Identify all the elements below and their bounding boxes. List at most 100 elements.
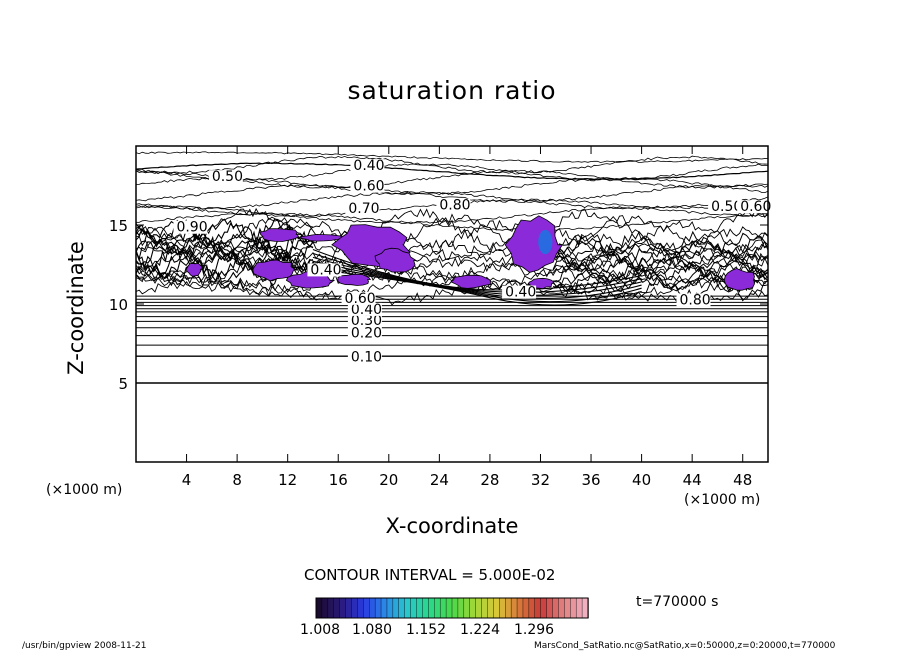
footer-left: /usr/bin/gpview 2008-11-21 <box>22 641 147 651</box>
contour-label: 0.20 <box>351 326 382 342</box>
colorbar-cell <box>315 597 323 619</box>
colorbar-cell <box>516 597 524 619</box>
colorbar-cell <box>546 597 554 619</box>
contour-label: 0.10 <box>351 349 382 365</box>
contour-interval-text: CONTOUR INTERVAL = 5.000E-02 <box>304 566 556 584</box>
supersaturated-core <box>538 229 553 255</box>
x-tick-label: 32 <box>531 471 550 489</box>
contour-label: 0.40 <box>310 262 341 278</box>
x-tick-label: 28 <box>480 471 499 489</box>
colorbar-cell <box>534 597 542 619</box>
contour-line <box>552 247 769 270</box>
contour-label-bg <box>307 263 342 277</box>
chart-title: saturation ratio <box>347 76 557 105</box>
contour-label: 0.40 <box>505 285 536 301</box>
x-tick-label: 40 <box>632 471 651 489</box>
x-tick-label: 16 <box>329 471 348 489</box>
colorbar-cell <box>575 597 583 619</box>
contour-line <box>312 268 642 306</box>
supersaturated-region <box>185 262 203 277</box>
colorbar-cell <box>439 597 447 619</box>
contour-label-bg <box>347 350 382 364</box>
x-tick-label: 48 <box>733 471 752 489</box>
colorbar-cell <box>404 597 412 619</box>
supersaturated-region <box>299 233 344 242</box>
y-tick-label: 10 <box>109 296 128 314</box>
colorbar-cell <box>422 597 430 619</box>
colorbar-cell <box>374 597 382 619</box>
colorbar-cell <box>451 597 459 619</box>
supersaturated-region <box>374 247 418 273</box>
contour-label-bg <box>350 159 385 173</box>
colorbar-cell <box>481 597 489 619</box>
supersaturated-region <box>723 268 755 291</box>
contour-line <box>135 276 769 306</box>
contour-label-bg <box>350 179 385 193</box>
colorbar-cell <box>463 597 471 619</box>
colorbar-cell <box>339 597 347 619</box>
colorbar-cell <box>445 597 453 619</box>
contour-lines <box>135 151 769 384</box>
colorbar-tick-label: 1.224 <box>460 622 501 638</box>
contour-line <box>135 239 769 278</box>
contour-labels: 0.100.200.300.400.600.400.500.600.70 0.80… <box>173 158 771 365</box>
y-axis-label: Z-coordinate <box>64 241 88 375</box>
contour-label: 0.70 <box>348 201 379 217</box>
contour-label: 0.50 <box>711 199 742 215</box>
x-tick-label: 8 <box>232 471 242 489</box>
contour-label-bg <box>347 313 382 327</box>
contour-line <box>135 212 769 231</box>
colorbar-tick-label: 1.152 <box>406 622 447 638</box>
contour-line <box>312 252 642 293</box>
x-tick-label: 44 <box>683 471 702 489</box>
colorbar-cell <box>570 597 577 619</box>
colorbar-cell <box>333 597 341 619</box>
colorbar-tick-label: 1.008 <box>300 622 341 638</box>
supersaturated-region <box>259 228 299 242</box>
x-tick-label: 36 <box>581 471 600 489</box>
colorbar-tick-label: 1.296 <box>514 622 555 638</box>
colorbar-cell <box>475 597 483 619</box>
supersaturation-regions <box>185 215 755 291</box>
colorbar-cell <box>552 597 560 619</box>
colorbar-cell <box>363 597 370 619</box>
contour-label: 0.90 <box>176 220 207 236</box>
contour-label-bg <box>436 198 471 212</box>
contour-line <box>312 256 642 296</box>
contour-line <box>135 151 769 163</box>
contour-label-bg <box>345 201 380 215</box>
colorbar-cell <box>457 597 465 619</box>
contour-label: 0.80 <box>439 198 470 214</box>
colorbar <box>315 597 589 619</box>
colorbar-cell <box>564 597 571 619</box>
colorbar-cell <box>528 597 536 619</box>
colorbar-cell <box>357 597 365 619</box>
contour-line <box>135 218 314 244</box>
contour-label-bg <box>208 170 243 184</box>
contour-label: 0.60 <box>740 199 771 215</box>
contour-label: 0.50 <box>212 169 243 185</box>
plot-frame <box>135 145 769 463</box>
contour-line <box>135 232 769 273</box>
contour-label: 0.60 <box>345 291 376 307</box>
x-tick-label: 20 <box>379 471 398 489</box>
footer-right: MarsCond_SatRatio.nc@SatRatio,x=0:50000,… <box>534 641 836 651</box>
colorbar-cell <box>493 597 501 619</box>
colorbar-cell <box>558 597 566 619</box>
contour-label-bg <box>502 285 537 299</box>
colorbar-frame <box>315 597 589 619</box>
y-axis-ticks: 5 10 15 <box>109 217 768 393</box>
contour-line <box>312 248 642 291</box>
colorbar-cell <box>540 597 548 619</box>
contour-line <box>135 264 769 297</box>
contour-label-bg <box>341 291 376 305</box>
x-unit-left: (×1000 m) <box>46 482 123 498</box>
time-label: t=770000 s <box>636 594 719 610</box>
x-tick-label: 24 <box>430 471 449 489</box>
colorbar-cell <box>434 597 441 619</box>
supersaturated-region <box>504 215 564 273</box>
contour-line <box>135 155 769 175</box>
contour-label: 0.30 <box>351 313 382 329</box>
contour-line <box>135 213 769 258</box>
